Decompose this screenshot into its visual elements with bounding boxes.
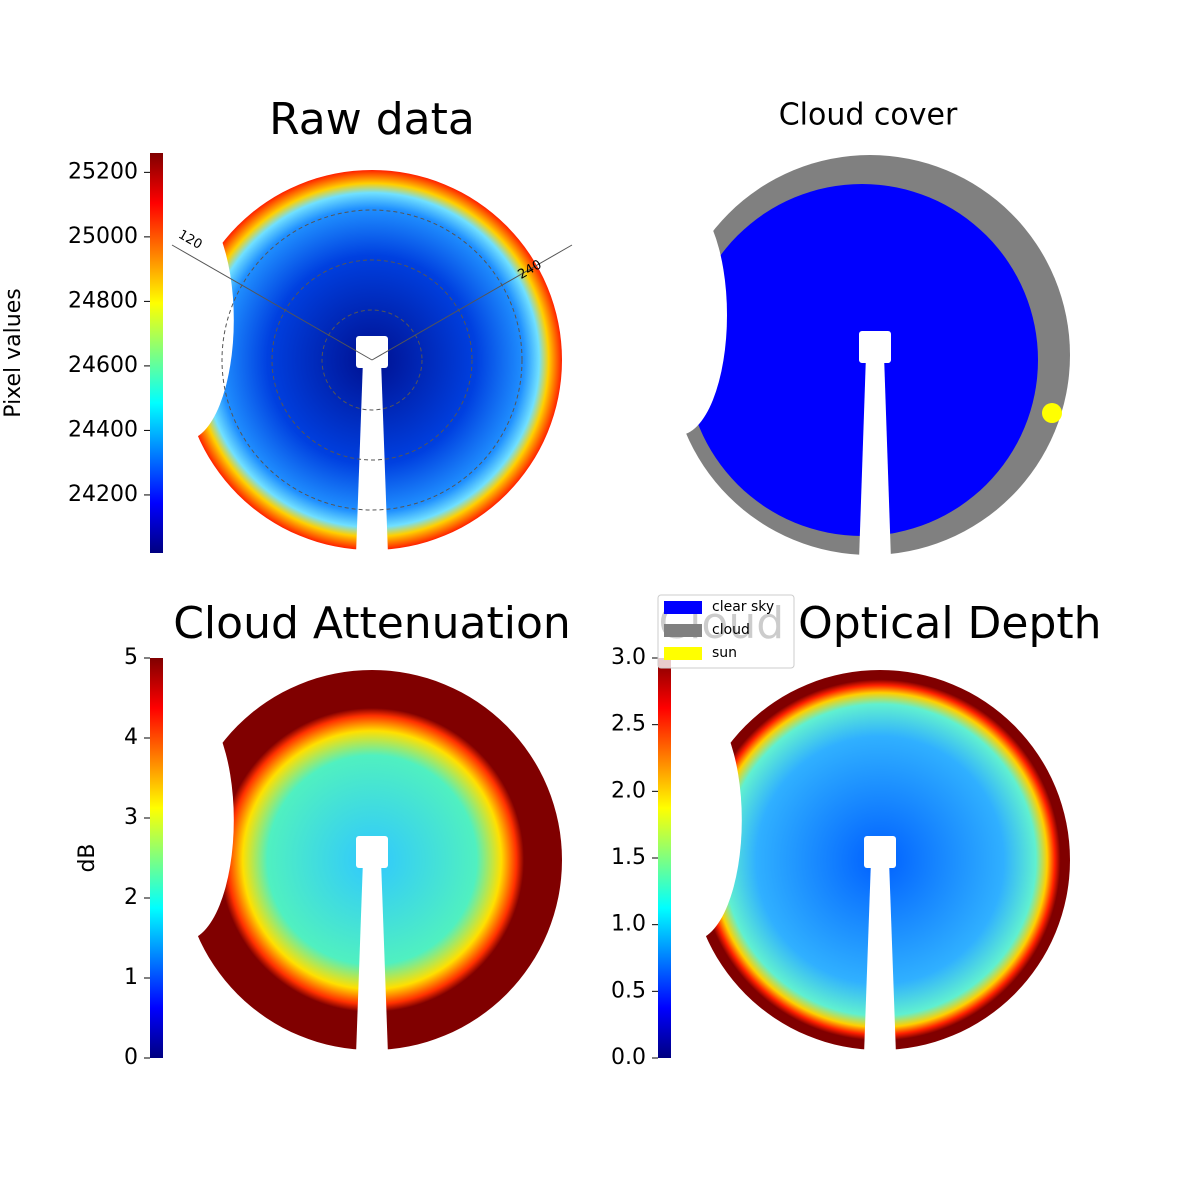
legend-label: cloud	[712, 622, 750, 638]
polar-spoke	[371, 244, 573, 361]
polar-ring	[221, 209, 523, 511]
panel-title: Raw data	[269, 94, 475, 145]
colorbar-tick-label: 2.0	[611, 778, 646, 803]
mask-box	[356, 836, 388, 868]
panel-title: Cloud cover	[779, 98, 958, 133]
colorbar-tick-label: 4	[124, 725, 138, 750]
colorbar	[658, 658, 671, 1058]
colorbar-tick-label: 2.5	[611, 712, 646, 737]
colorbar-tick-label: 25200	[68, 159, 138, 184]
colorbar-tick-label: 1.0	[611, 912, 646, 937]
legend-swatch	[664, 624, 702, 637]
colorbar-tick-label: 24600	[68, 353, 138, 378]
mask-box	[864, 836, 896, 868]
colorbar-tick-label: 24200	[68, 482, 138, 507]
colorbar-tick-label: 0.0	[611, 1045, 646, 1070]
mask-cutout	[356, 860, 388, 1055]
polar-spoke	[171, 244, 373, 361]
mask-cutout	[864, 860, 896, 1055]
colorbar-label: dB	[75, 843, 100, 872]
legend-label: sun	[712, 645, 737, 661]
colorbar-tick-label: 1.5	[611, 845, 646, 870]
polar-ring	[321, 309, 423, 411]
colorbar-tick-label: 2	[124, 885, 138, 910]
legend-swatch	[664, 647, 702, 660]
legend-swatch	[664, 601, 702, 614]
polar-ring	[271, 259, 473, 461]
mask-cutout	[631, 195, 727, 435]
colorbar	[150, 658, 163, 1058]
legend: clear sky cloud sun	[657, 594, 795, 669]
colorbar-tick-label: 1	[124, 965, 138, 990]
legend-label: clear sky	[712, 599, 774, 615]
colorbar-tick-label: 25000	[68, 224, 138, 249]
colorbar-label: Pixel values	[1, 288, 26, 417]
colorbar-tick-label: 0	[124, 1045, 138, 1070]
mask-box	[859, 331, 891, 363]
mask-cutout	[859, 355, 891, 560]
colorbar-tick-label: 24400	[68, 417, 138, 442]
mask-cutout	[356, 360, 388, 555]
mask-box	[356, 336, 388, 368]
colorbar-tick-label: 5	[124, 645, 138, 670]
colorbar-tick-label: 3.0	[611, 645, 646, 670]
colorbar-tick-label: 0.5	[611, 978, 646, 1003]
colorbar-tick-label: 24800	[68, 288, 138, 313]
panel-title: Cloud Attenuation	[173, 598, 571, 649]
mask-sun	[1042, 403, 1062, 423]
colorbar	[150, 153, 163, 553]
colorbar-tick-label: 3	[124, 805, 138, 830]
